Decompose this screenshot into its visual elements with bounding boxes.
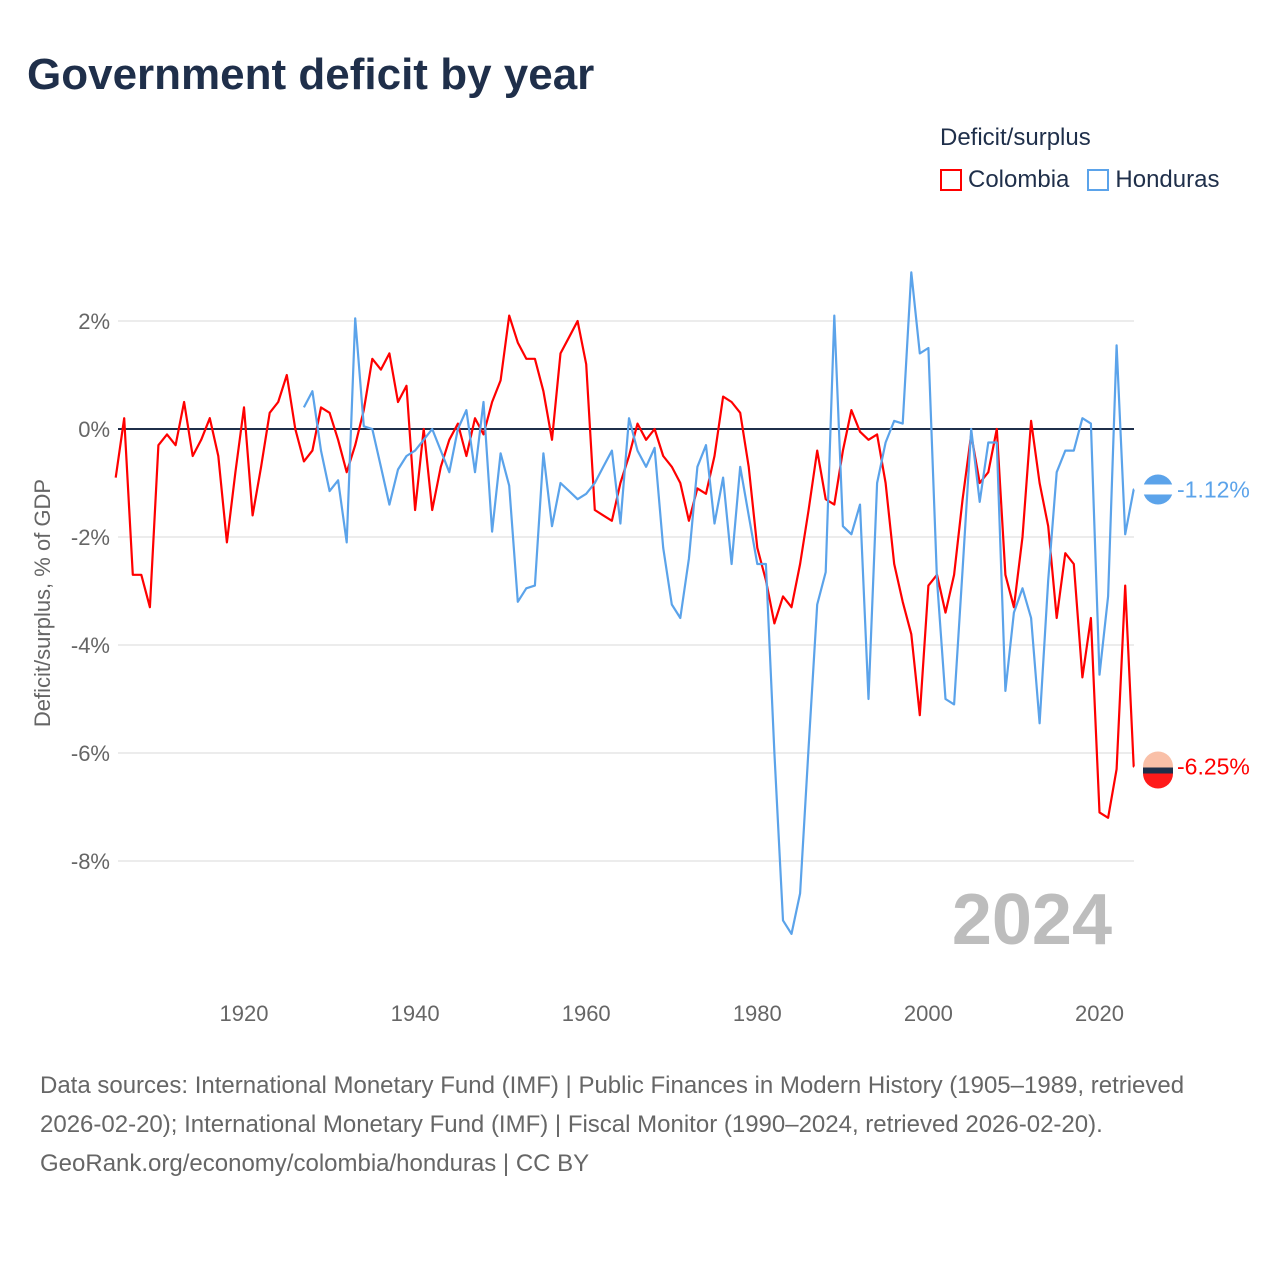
y-axis-label: Deficit/surplus, % of GDP [30,479,55,727]
series-line-honduras [302,271,1135,936]
series-line-colombia [114,314,1135,819]
legend-swatch-honduras [1087,169,1110,191]
flag-stripe [1143,767,1173,774]
legend: Colombia Honduras [940,166,1219,194]
x-tick-label: 2000 [904,1001,953,1026]
legend-label: Colombia [968,166,1070,193]
y-tick-label: 2% [78,309,110,334]
page-title: Government deficit by year [27,50,595,99]
year-label: 2024 [952,880,1112,960]
flag-stripe [1143,484,1173,495]
x-tick-label: 2020 [1075,1001,1124,1026]
x-tick-label: 1920 [220,1001,269,1026]
legend-swatch-colombia [940,169,962,191]
y-tick-label: -2% [71,525,110,550]
flag-stripe [1143,773,1174,789]
y-tick-label: -4% [71,633,110,658]
y-tick-label: -6% [71,741,110,766]
legend-title: Deficit/surplus [940,124,1091,151]
legend-item-honduras[interactable]: Honduras [1087,166,1219,194]
legend-label: Honduras [1115,166,1220,193]
x-tick-label: 1960 [562,1001,611,1026]
data-sources: Data sources: International Monetary Fun… [40,1072,1185,1138]
end-value-label: -6.25% [1177,754,1250,780]
legend-item-colombia[interactable]: Colombia [940,166,1069,194]
y-tick-label: -8% [71,849,110,874]
x-tick-label: 1940 [391,1001,440,1026]
end-value-label: -1.12% [1177,476,1250,502]
y-tick-label: 0% [78,417,110,442]
credit-link[interactable]: GeoRank.org/economy/colombia/honduras | … [40,1150,590,1177]
footer: Data sources: International Monetary Fun… [40,1066,1240,1183]
x-tick-label: 1980 [733,1001,782,1026]
